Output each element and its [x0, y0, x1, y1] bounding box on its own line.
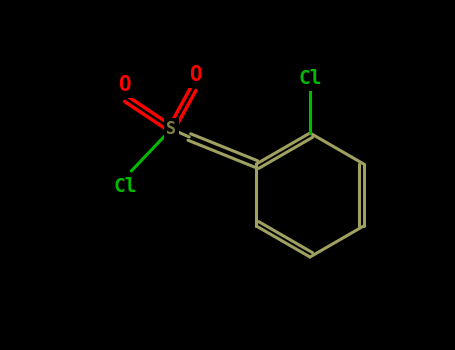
Text: S: S: [167, 120, 176, 138]
Text: Cl: Cl: [114, 177, 137, 196]
Text: O: O: [189, 65, 202, 85]
Text: O: O: [118, 75, 131, 95]
Text: Cl: Cl: [298, 70, 322, 89]
